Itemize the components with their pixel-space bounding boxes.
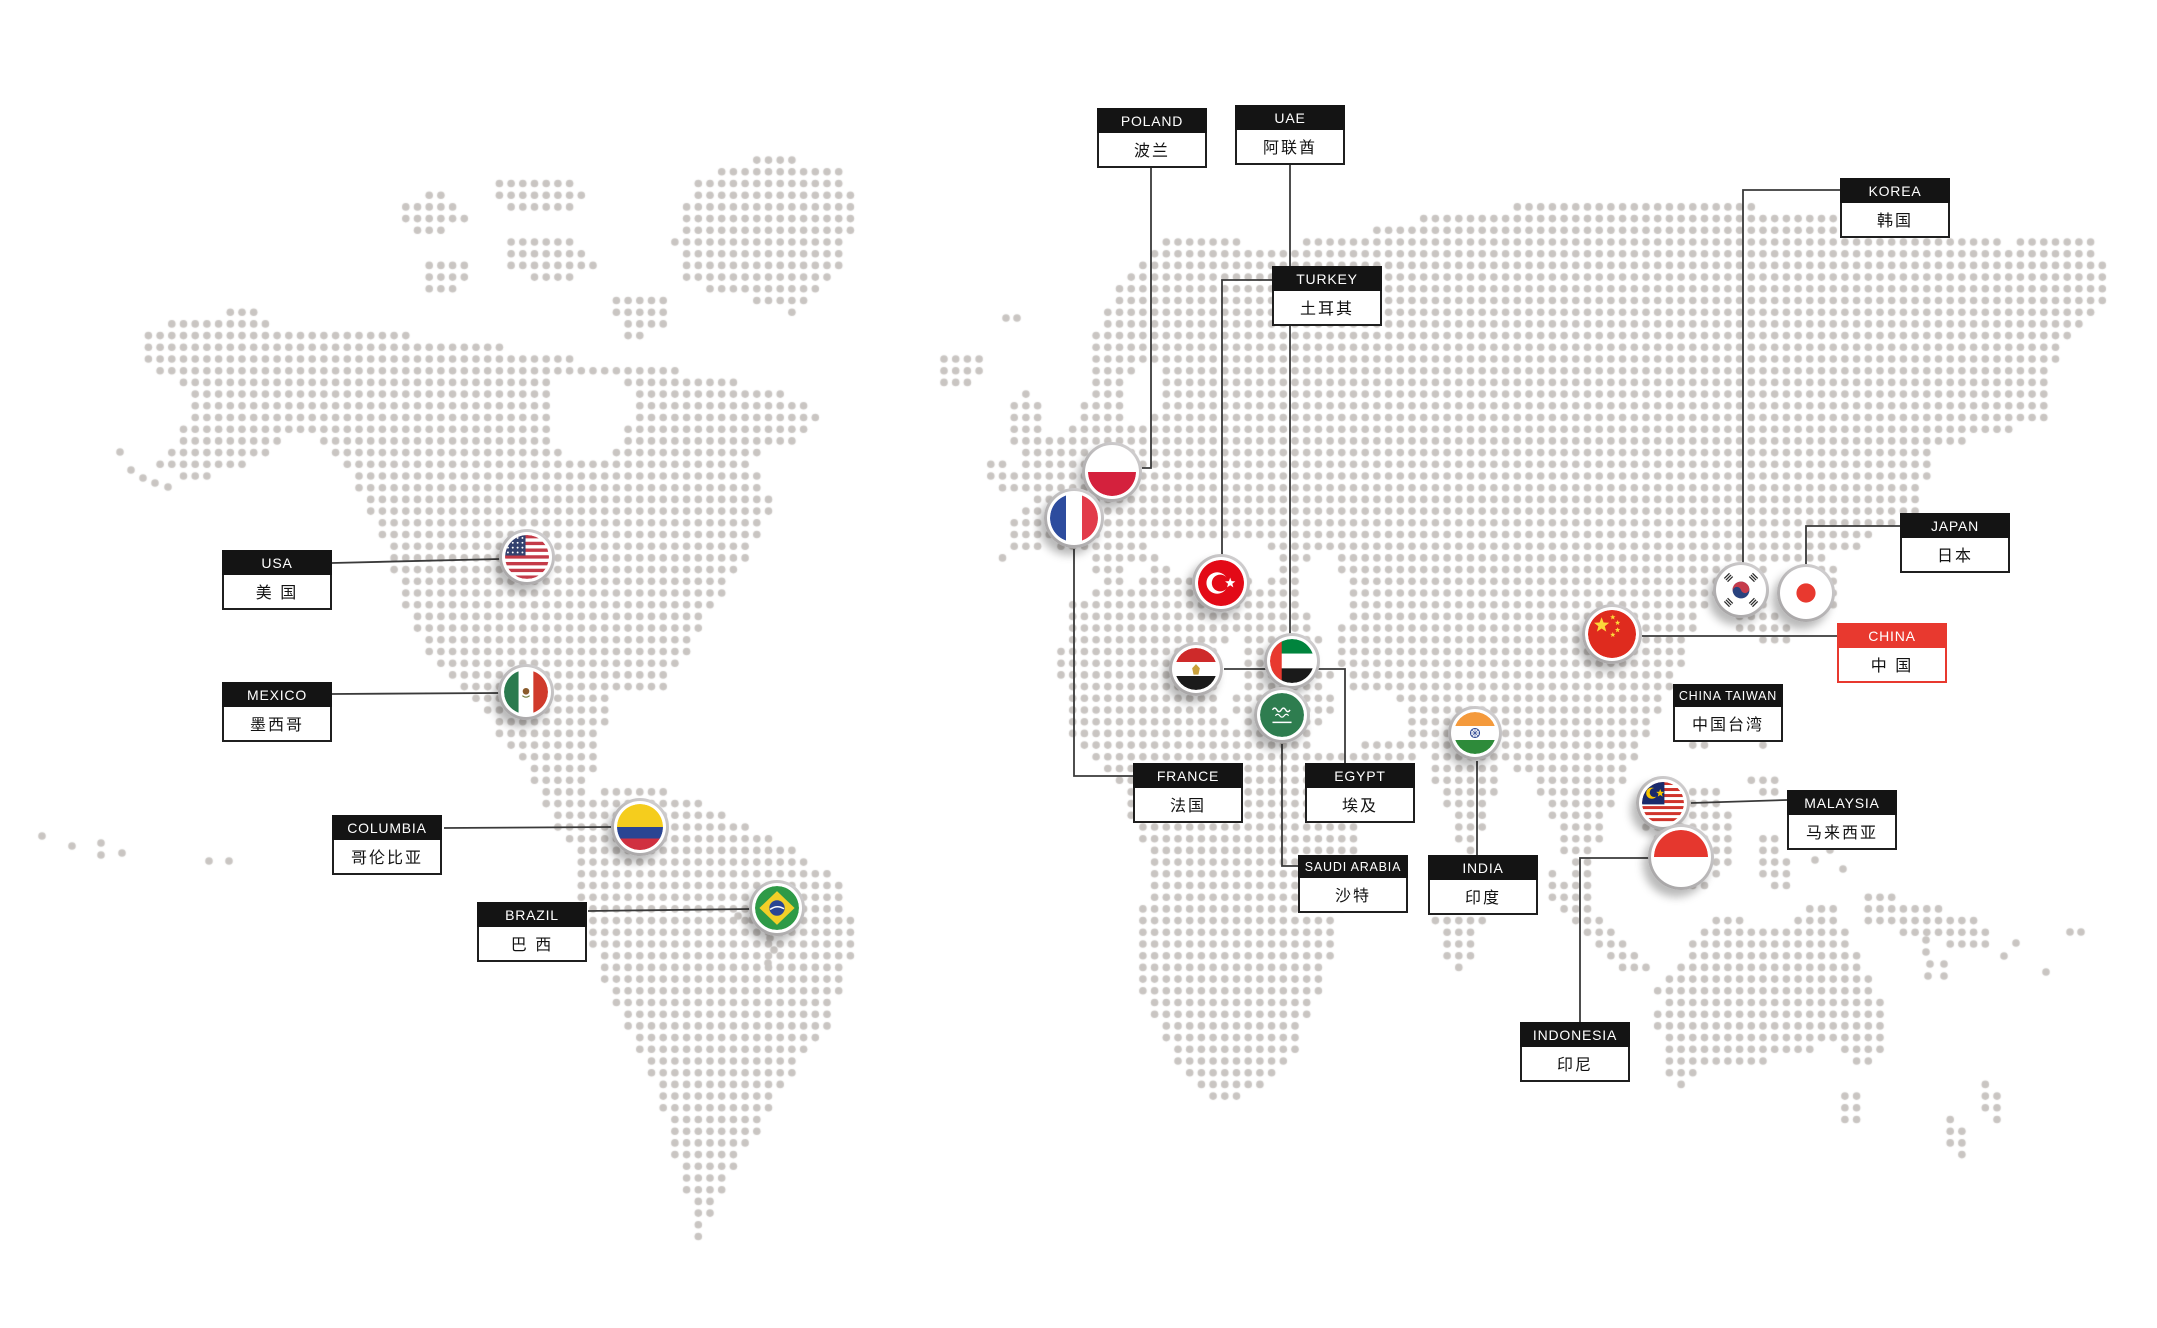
mexico-connector-line [331,692,500,695]
egypt-connector-line [1224,668,1346,763]
poland-connector-line [1142,163,1152,469]
indonesia-connector-line [1579,857,1649,1022]
malaysia-connector-line [1690,799,1788,804]
columbia-connector-line [443,826,613,829]
france-connector-line [1073,549,1133,777]
usa-connector-line [331,558,501,564]
saudi-arabia-connector-line [1281,744,1298,867]
japan-connector-line [1805,525,1900,565]
korea-connector-line [1742,189,1840,563]
turkey-connector-line [1221,279,1272,555]
brazil-connector-line [587,908,751,912]
